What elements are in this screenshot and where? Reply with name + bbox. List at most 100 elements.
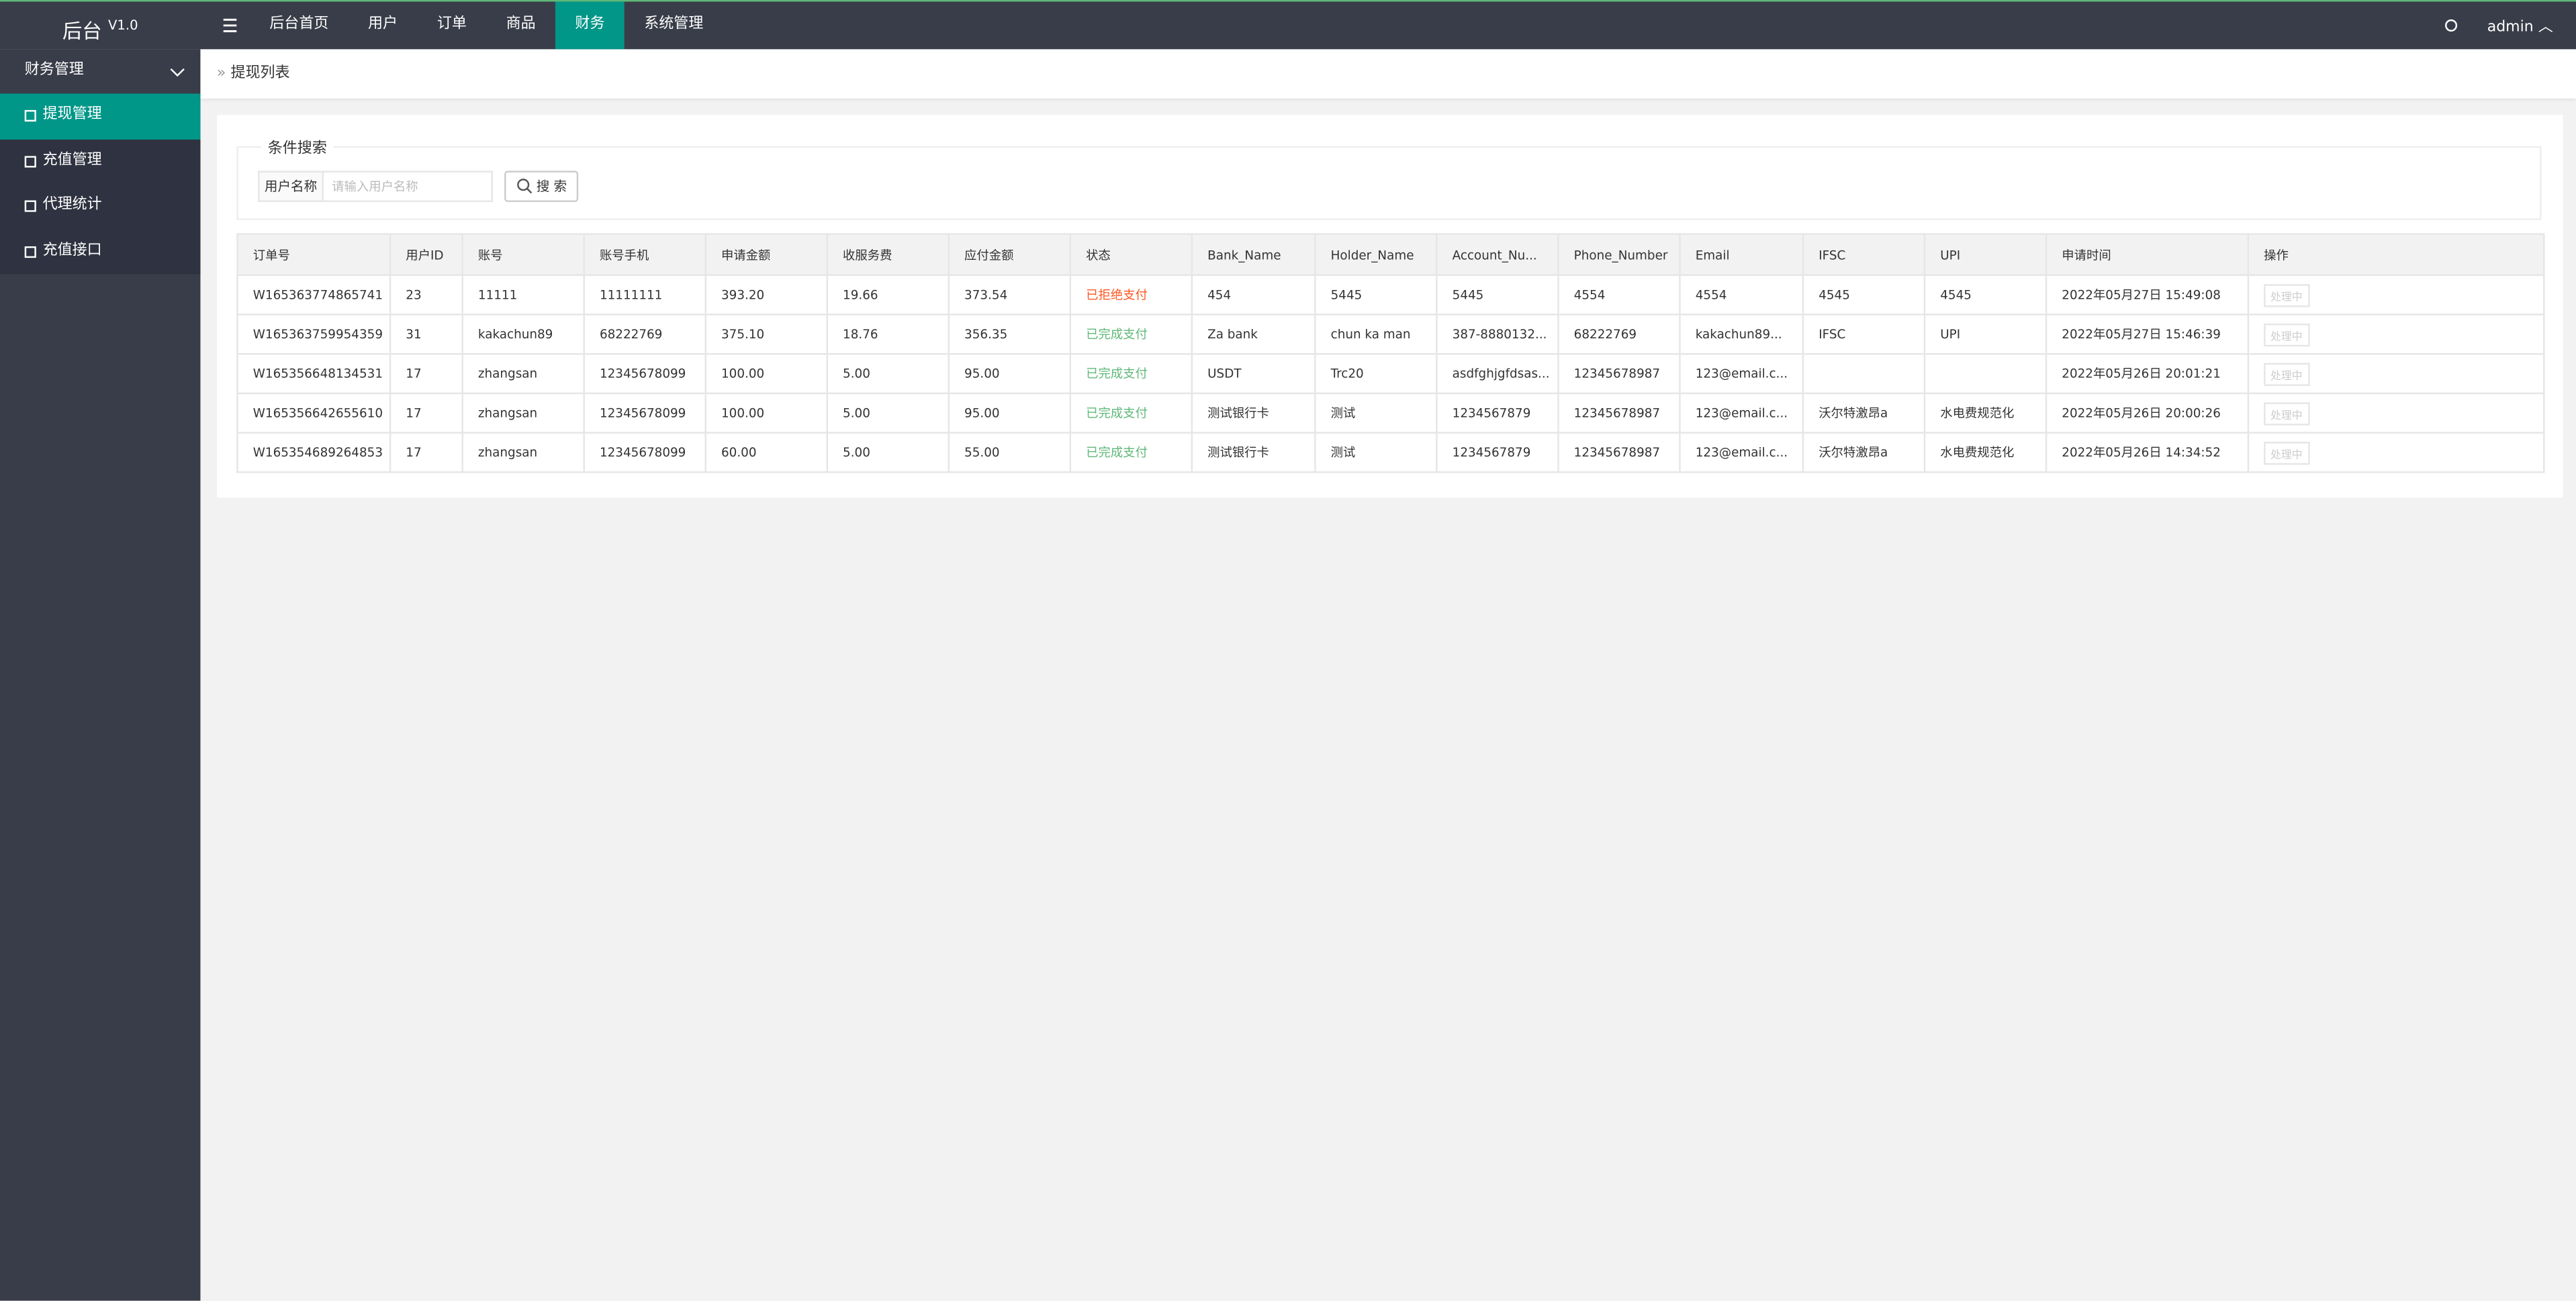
cell: 17: [389, 352, 463, 395]
column-header: 操作: [2247, 233, 2545, 277]
cell: 测试: [1314, 432, 1438, 473]
cell: 处理中: [2247, 392, 2545, 434]
side-item[interactable]: 代理统计: [0, 184, 201, 230]
cell: 12345678099: [583, 352, 706, 395]
cell: 393.20: [704, 274, 829, 316]
status-cell: 已完成支付: [1069, 392, 1193, 434]
side-item[interactable]: 充值接口: [0, 229, 201, 275]
cell: 356.35: [948, 314, 1072, 355]
cell: Za bank: [1191, 314, 1316, 355]
cell: 5.00: [826, 352, 950, 395]
cell: 12345678099: [583, 432, 706, 473]
chevron: [170, 68, 185, 77]
search-label: 用户名称: [258, 171, 324, 202]
user-menu[interactable]: admin ︿: [2487, 19, 2553, 36]
side-item[interactable]: 提现管理: [0, 93, 201, 139]
side-menu: 提现管理充值管理代理统计充值接口: [0, 93, 201, 275]
cell: asdfghjgfdsas...: [1436, 352, 1559, 395]
data-table: 订单号 用户ID 账号 账号手机 申请金额 收服务费 应付金额 状态 Bank_Name Hold…: [236, 233, 2545, 473]
cell: 5.00: [826, 432, 950, 473]
cell: 4554: [1679, 274, 1804, 316]
column-header: Phone_Number: [1557, 233, 1681, 277]
column-header: Account_Nu...: [1436, 233, 1559, 277]
cell: 2022年05月26日 20:00:26: [2045, 392, 2250, 434]
breadcrumb: » 提现列表: [200, 49, 2576, 99]
cell: 454: [1191, 274, 1316, 316]
action-button[interactable]: 处理中: [2264, 322, 2309, 346]
action-button[interactable]: 处理中: [2264, 283, 2309, 307]
cell: 11111: [461, 274, 585, 316]
cell: 12345678099: [583, 392, 706, 434]
search-button-text: 搜 索: [536, 179, 567, 194]
cell: 测试银行卡: [1191, 432, 1316, 473]
cell: 水电费规范化: [1923, 392, 2048, 434]
cell: 2022年05月26日 14:34:52: [2045, 432, 2250, 473]
refresh-icon[interactable]: [2432, 1, 2481, 49]
cell: IFSC: [1802, 314, 1926, 355]
cell: 5445: [1436, 274, 1559, 316]
side-icon: [24, 246, 36, 258]
nav-item[interactable]: 用户: [368, 16, 398, 33]
table-row: W165363759954359 31 kakachun89 68222769 375.…: [236, 314, 2545, 355]
action-button[interactable]: 处理中: [2264, 362, 2309, 385]
column-header: IFSC: [1802, 233, 1926, 277]
cell: 375.10: [704, 314, 829, 355]
search-button[interactable]: 搜 索: [504, 171, 579, 202]
nav-item[interactable]: 商品: [506, 16, 536, 33]
table-row: W165363774865741 23 11111 11111111 393.20 19.…: [236, 274, 2545, 316]
menu-toggle[interactable]: [210, 1, 250, 49]
cell: 沃尔特激昂a: [1802, 432, 1926, 473]
status-cell: 已完成支付: [1069, 352, 1193, 395]
status-cell: 已完成支付: [1069, 432, 1193, 473]
cell: W165356648134531: [236, 352, 392, 395]
cell: zhangsan: [461, 352, 585, 395]
cell: 123@email.c...: [1679, 392, 1804, 434]
side-group[interactable]: 财务管理: [0, 49, 200, 93]
side-item[interactable]: 充值管理: [0, 138, 201, 185]
cell: Trc20: [1314, 352, 1438, 395]
cell: kakachun89...: [1679, 314, 1804, 355]
cell: 68222769: [1557, 314, 1681, 355]
top-right: admin ︿: [2432, 1, 2576, 49]
crumb-text: 提现列表: [230, 65, 290, 83]
cell: 17: [389, 392, 463, 434]
cell: 沃尔特激昂a: [1802, 392, 1926, 434]
cell: 2022年05月26日 20:01:21: [2045, 352, 2250, 395]
cell: W165363774865741: [236, 274, 392, 316]
cell: 19.66: [826, 274, 950, 316]
side-item-text: 代理统计: [42, 197, 102, 214]
cell: 68222769: [583, 314, 706, 355]
column-header: Holder_Name: [1314, 233, 1438, 277]
cell: zhangsan: [461, 432, 585, 473]
column-header: 收服务费: [826, 233, 950, 277]
brand-title: 后台: [62, 19, 102, 43]
cell: 12345678987: [1557, 432, 1681, 473]
cell: 5.00: [826, 392, 950, 434]
cell: 测试银行卡: [1191, 392, 1316, 434]
action-button[interactable]: 处理中: [2264, 440, 2309, 465]
search-icon: [517, 179, 533, 194]
cell: 水电费规范化: [1923, 432, 2048, 473]
side-item-text: 充值管理: [42, 152, 102, 168]
table-row: W165356648134531 17 zhangsan 12345678099 100…: [236, 352, 2545, 395]
cell: 4545: [1923, 274, 2048, 316]
nav-item[interactable]: 后台首页: [269, 16, 329, 33]
search-input[interactable]: 请输入用户名称: [323, 171, 493, 202]
cell: 23: [389, 274, 463, 316]
column-header: 账号: [461, 233, 585, 277]
nav-item[interactable]: 订单: [436, 16, 467, 33]
cell: 31: [389, 314, 463, 355]
nav-item[interactable]: 财务: [555, 1, 625, 50]
cell: W165363759954359: [236, 314, 392, 355]
cell: 1234567879: [1436, 392, 1559, 434]
action-button[interactable]: 处理中: [2264, 401, 2309, 425]
cell: 100.00: [704, 352, 829, 395]
cell: 95.00: [948, 352, 1072, 395]
nav-item[interactable]: 系统管理: [644, 16, 704, 33]
nav: 后台首页 用户 订单 商品 财务 系统管理: [210, 1, 723, 50]
cell: 2022年05月27日 15:46:39: [2045, 314, 2250, 355]
cell: 373.54: [948, 274, 1072, 316]
cell: 60.00: [704, 432, 829, 473]
